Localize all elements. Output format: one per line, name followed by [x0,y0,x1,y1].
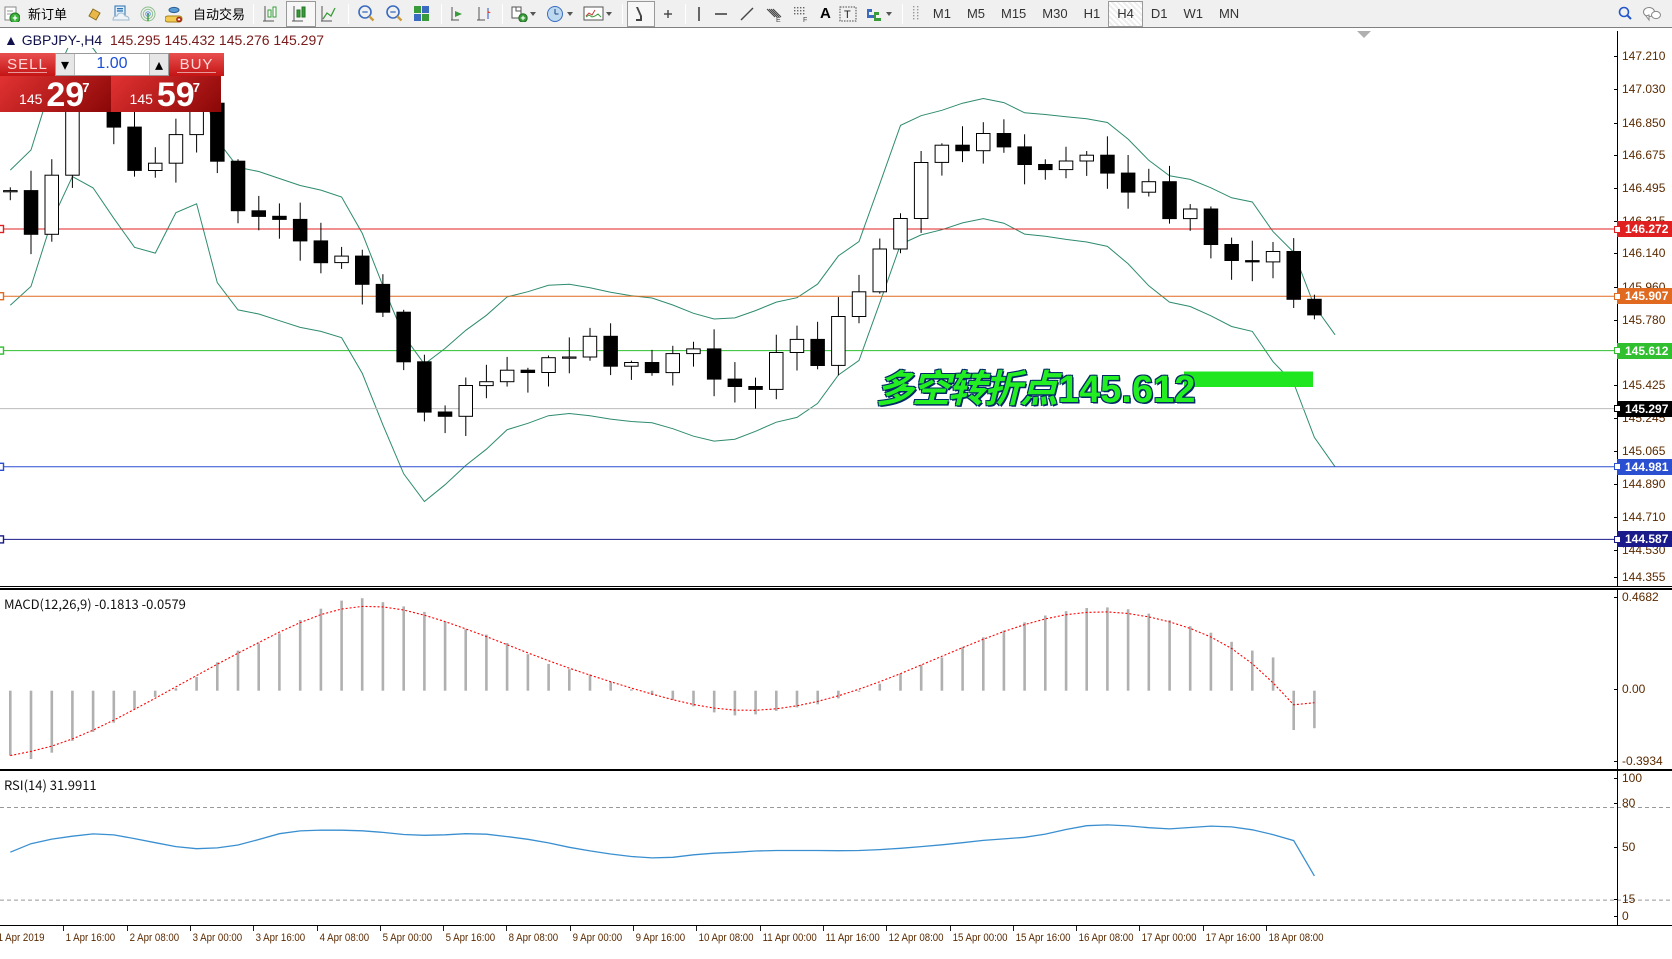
svg-text:F: F [803,17,807,23]
svg-text:T: T [844,9,851,21]
svg-text:E: E [776,17,781,23]
